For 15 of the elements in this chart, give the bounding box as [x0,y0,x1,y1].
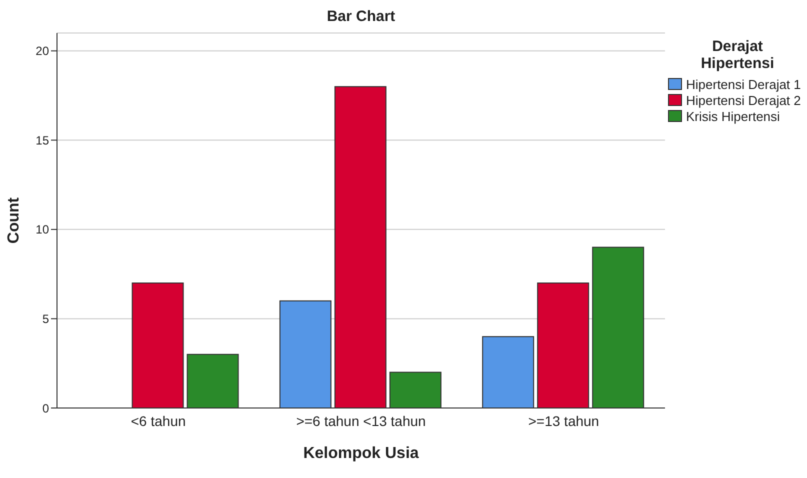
y-axis-title: Count [6,196,23,244]
y-tick-label: 5 [42,312,50,326]
legend-label: Hipertensi Derajat 1 [686,76,801,92]
chart-title: Bar Chart [326,8,396,25]
legend-title: Derajat Hipertensi [700,38,776,72]
x-tick-label: <6 tahun [130,412,186,429]
y-tick-label: 10 [36,222,50,237]
y-tick-label: 0 [42,401,50,416]
y-tick-label: 15 [36,133,50,148]
x-tick-label: >=6 tahun <13 tahun [296,412,426,429]
y-tick-label: 20 [36,44,50,58]
legend-label: Hipertensi Derajat 2 [686,92,801,108]
x-axis-title: Kelompok Usia [303,445,419,462]
x-tick-label: >=13 tahun [528,412,600,429]
legend-label: Krisis Hipertensi [686,108,780,124]
